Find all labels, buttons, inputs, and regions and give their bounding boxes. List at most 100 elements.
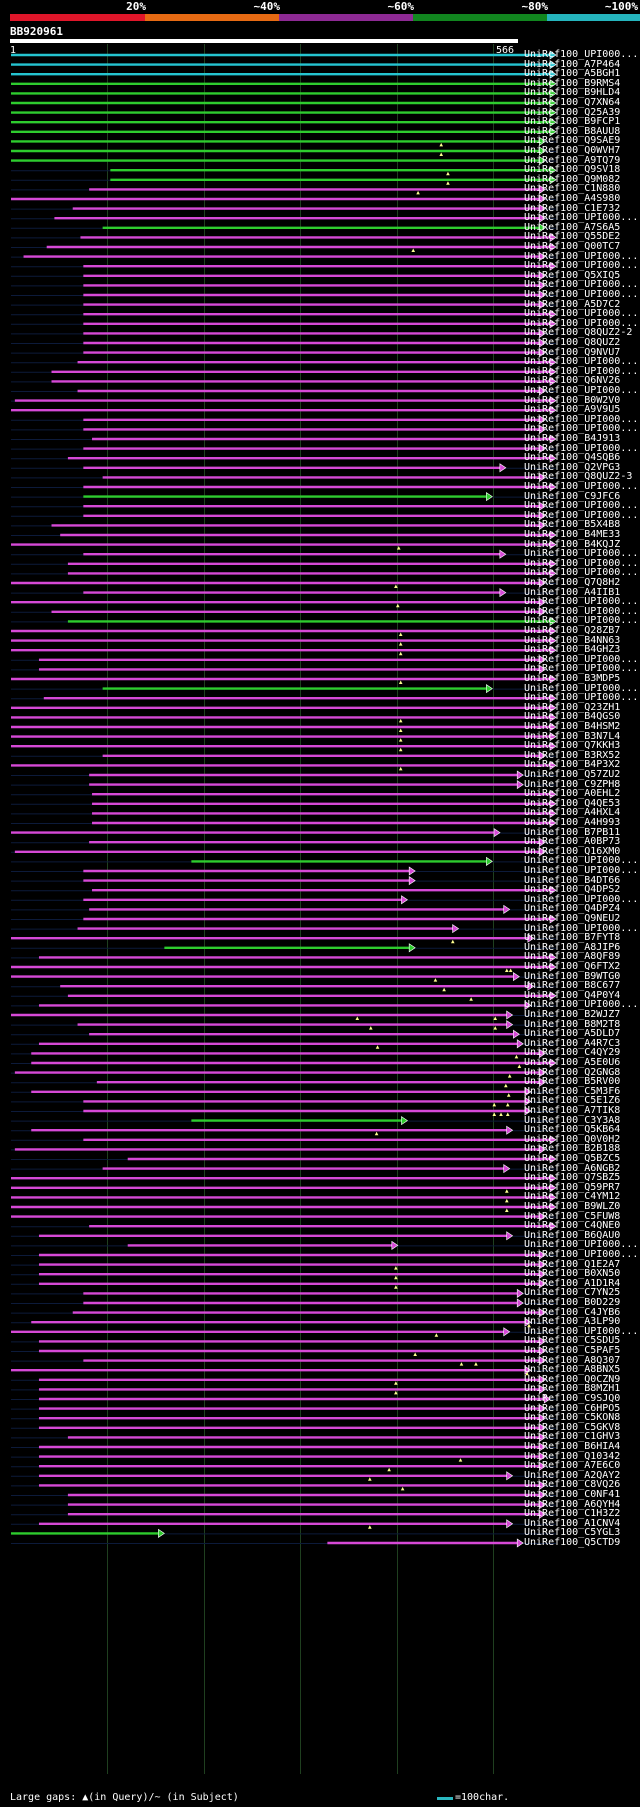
hit-label[interactable]: UniRef100_C0NF41 — [524, 1489, 621, 1500]
hit-label[interactable]: UniRef100_B8C677 — [524, 980, 621, 992]
hit-label[interactable]: UniRef100_A7TIK8 — [524, 1105, 621, 1116]
hit-label[interactable]: UniRef100_A4HXL4 — [524, 807, 621, 819]
hit-label[interactable]: UniRef100_C5M3F6 — [524, 1085, 621, 1097]
hit-label[interactable]: UniRef100_B2B188 — [524, 1143, 621, 1155]
hit-label[interactable]: UniRef100_UPI000... — [524, 567, 639, 579]
hit-label[interactable]: UniRef100_C5E1Z6 — [524, 1095, 621, 1107]
hit-label[interactable]: UniRef100_Q57ZU2 — [524, 769, 621, 780]
hit-row[interactable] — [11, 1260, 556, 1270]
hit-row[interactable] — [11, 1010, 556, 1020]
hit-row[interactable] — [11, 511, 556, 521]
hit-row[interactable] — [11, 482, 557, 492]
hit-row[interactable] — [11, 223, 556, 233]
hit-label[interactable]: UniRef100_Q4DPS2 — [524, 884, 621, 896]
hit-label[interactable]: UniRef100_B4GHZ3 — [524, 644, 621, 656]
hit-row[interactable] — [11, 732, 557, 742]
hit-row[interactable] — [11, 376, 557, 386]
hit-row[interactable] — [11, 424, 556, 434]
hit-label[interactable]: UniRef100_UPI000... — [524, 423, 639, 435]
hit-row[interactable] — [11, 60, 557, 70]
hit-label[interactable]: UniRef100_Q5KB64 — [524, 1124, 621, 1136]
hit-label[interactable]: UniRef100_B3RX52 — [524, 749, 621, 761]
hit-row[interactable] — [11, 309, 557, 319]
hit-label[interactable]: UniRef100_Q9NEU2 — [524, 913, 621, 924]
hit-row[interactable] — [11, 1336, 556, 1346]
hit-row[interactable] — [11, 751, 556, 761]
hit-label[interactable]: UniRef100_Q9SV18 — [524, 164, 621, 176]
hit-label[interactable]: UniRef100_UPI000... — [524, 289, 639, 300]
hit-row[interactable] — [11, 789, 557, 799]
hit-row[interactable] — [11, 213, 556, 223]
hit-label[interactable]: UniRef100_UPI000... — [524, 548, 639, 560]
hit-row[interactable] — [11, 156, 556, 166]
hit-label[interactable]: UniRef100_B4ME33 — [524, 529, 621, 540]
hit-row[interactable] — [11, 1154, 557, 1164]
hit-row[interactable] — [11, 1279, 556, 1289]
hit-label[interactable]: UniRef100_A6QYH4 — [524, 1498, 621, 1510]
hit-row[interactable] — [11, 1413, 556, 1423]
hit-label[interactable]: UniRef100_A0BP73 — [524, 836, 621, 848]
hit-label[interactable]: UniRef100_UPI000... — [524, 605, 639, 617]
hit-row[interactable] — [11, 405, 557, 415]
hit-label[interactable]: UniRef100_UPI000... — [524, 682, 639, 694]
hit-label[interactable]: UniRef100_C4QNE0 — [524, 1220, 621, 1232]
hit-row[interactable] — [11, 924, 556, 934]
hit-label[interactable]: UniRef100_B0XN50 — [524, 1268, 621, 1280]
hit-label[interactable]: UniRef100_C5FUW8 — [524, 1210, 621, 1222]
hit-row[interactable] — [11, 914, 557, 924]
hit-label[interactable]: UniRef100_Q25A39 — [524, 106, 621, 118]
hit-row[interactable] — [11, 1202, 557, 1212]
hit-row[interactable] — [11, 693, 557, 703]
hit-label[interactable]: UniRef100_A8QF89 — [524, 951, 621, 963]
hit-row[interactable] — [11, 50, 557, 60]
hit-label[interactable]: UniRef100_C3Y3A8 — [524, 1114, 621, 1126]
hit-row[interactable] — [11, 184, 556, 195]
hit-row[interactable] — [11, 1058, 557, 1068]
hit-row[interactable] — [11, 242, 557, 252]
hit-label[interactable]: UniRef100_A5E0U6 — [524, 1057, 621, 1068]
hit-label[interactable]: UniRef100_B9WTG0 — [524, 970, 621, 982]
hit-label[interactable]: UniRef100_UPI000... — [524, 1249, 639, 1260]
hit-row[interactable] — [11, 1423, 556, 1433]
hit-row[interactable] — [11, 856, 556, 866]
hit-label[interactable]: UniRef100_Q7KKH3 — [524, 740, 621, 752]
hit-row[interactable] — [11, 1528, 556, 1538]
hit-row[interactable] — [11, 434, 557, 444]
hit-row[interactable] — [11, 549, 556, 559]
hit-row[interactable] — [11, 760, 557, 771]
hit-label[interactable]: UniRef100_C6HPO5 — [524, 1402, 621, 1414]
hit-label[interactable]: UniRef100_UPI000... — [524, 49, 639, 60]
hit-row[interactable] — [11, 645, 557, 656]
hit-row[interactable] — [11, 1442, 556, 1452]
hit-row[interactable] — [11, 904, 556, 914]
hit-label[interactable]: UniRef100_C7YN25 — [524, 1287, 621, 1299]
hit-label[interactable]: UniRef100_B0W2V0 — [524, 394, 621, 406]
hit-label[interactable]: UniRef100_A4H993 — [524, 817, 621, 828]
hit-row[interactable] — [11, 1116, 556, 1126]
hit-row[interactable] — [11, 1144, 556, 1154]
hit-label[interactable]: UniRef100_UPI000... — [524, 865, 639, 876]
hit-row[interactable] — [11, 165, 557, 176]
hit-label[interactable]: UniRef100_UPI000... — [524, 481, 639, 492]
hit-row[interactable] — [11, 1231, 556, 1241]
hit-label[interactable]: UniRef100_Q2GNG8 — [524, 1066, 621, 1078]
hit-label[interactable]: UniRef100_UPI000... — [524, 1239, 639, 1251]
hit-row[interactable] — [11, 1327, 556, 1337]
hit-row[interactable] — [11, 1029, 556, 1039]
hit-label[interactable]: UniRef100_A7E6C0 — [524, 1460, 621, 1472]
hit-label[interactable]: UniRef100_UPI000... — [524, 692, 639, 704]
hit-row[interactable] — [11, 540, 557, 550]
hit-row[interactable] — [11, 712, 557, 723]
hit-label[interactable]: UniRef100_Q7SBZ5 — [524, 1172, 621, 1184]
hit-label[interactable]: UniRef100_UPI000... — [524, 365, 639, 377]
hit-label[interactable]: UniRef100_A6NGB2 — [524, 1162, 621, 1174]
hit-row[interactable] — [11, 876, 556, 886]
hit-label[interactable]: UniRef100_B7FYT8 — [524, 932, 621, 944]
hit-label[interactable]: UniRef100_B4HSM2 — [524, 721, 621, 732]
hit-label[interactable]: UniRef100_A8Q307 — [524, 1354, 621, 1366]
hit-row[interactable] — [11, 818, 557, 828]
hit-row[interactable] — [11, 348, 556, 358]
hit-row[interactable] — [11, 972, 556, 982]
hit-row[interactable] — [11, 1432, 556, 1442]
hit-row[interactable] — [11, 1269, 556, 1280]
